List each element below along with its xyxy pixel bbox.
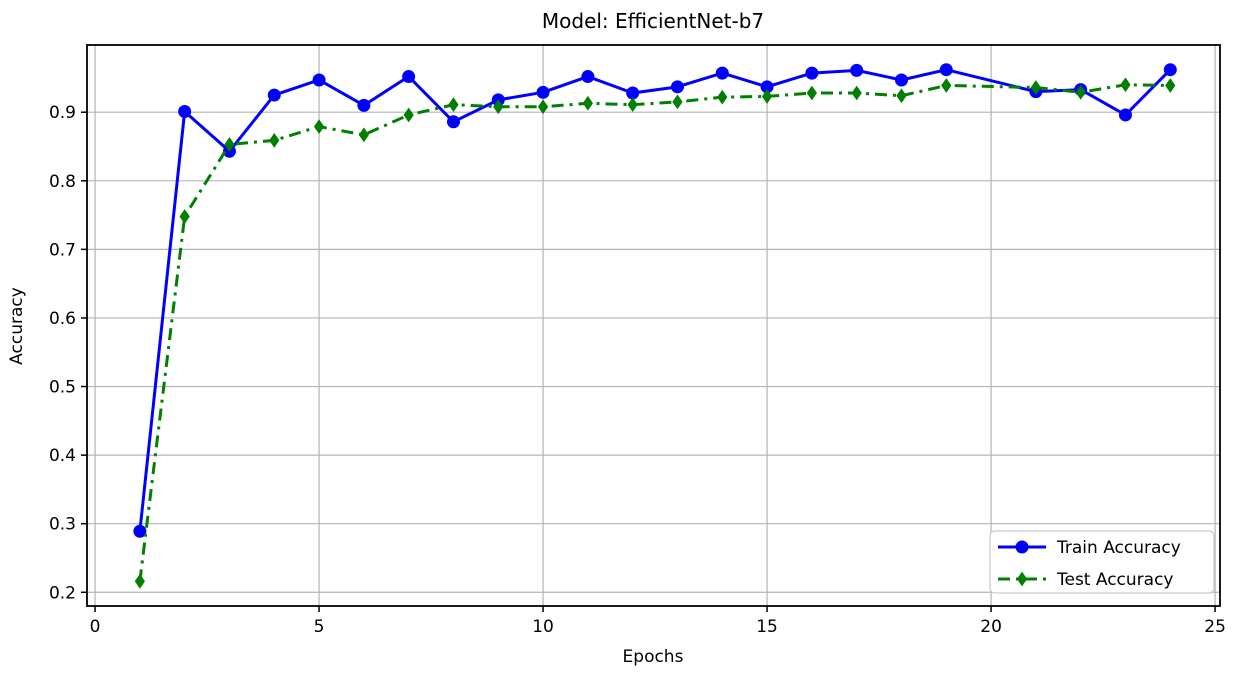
x-tick-label: 15 xyxy=(756,617,778,637)
x-axis-label: Epochs xyxy=(623,647,684,667)
y-tick-label: 0.4 xyxy=(49,446,76,466)
plot-border xyxy=(86,44,1221,607)
x-tick-label: 25 xyxy=(1204,617,1226,637)
y-tick-label: 0.2 xyxy=(49,583,76,603)
legend xyxy=(989,530,1215,594)
y-tick-label: 0.7 xyxy=(49,240,76,260)
x-tick-label: 20 xyxy=(980,617,1002,637)
chart-title: Model: EfficientNet-b7 xyxy=(542,9,764,33)
series-test-accuracy xyxy=(134,77,1176,589)
y-tick-label: 0.5 xyxy=(49,378,76,398)
x-tick-label: 10 xyxy=(532,617,554,637)
x-tick-label: 5 xyxy=(314,617,325,637)
grid-lines xyxy=(87,45,1220,606)
y-tick-label: 0.9 xyxy=(49,103,76,123)
y-tick-label: 0.3 xyxy=(49,515,76,535)
series-train-accuracy xyxy=(133,63,1177,538)
y-axis-label: Accuracy xyxy=(7,287,27,365)
chart-render-layer: 0 5 10 15 20 25 0.2 0.3 0.4 0.5 0.6 0.7 0.8 0.9 xyxy=(49,44,1226,637)
y-axis-ticks: 0.2 0.3 0.4 0.5 0.6 0.7 0.8 0.9 xyxy=(49,103,87,603)
x-tick-label: 0 xyxy=(90,617,101,637)
y-tick-label: 0.6 xyxy=(49,309,76,329)
legend-label-test-accuracy: Test Accuracy xyxy=(1056,570,1174,590)
legend-label-train-accuracy: Train Accuracy xyxy=(1056,538,1181,558)
y-tick-label: 0.8 xyxy=(49,172,76,192)
x-axis-ticks: 0 5 10 15 20 25 xyxy=(90,606,1226,637)
